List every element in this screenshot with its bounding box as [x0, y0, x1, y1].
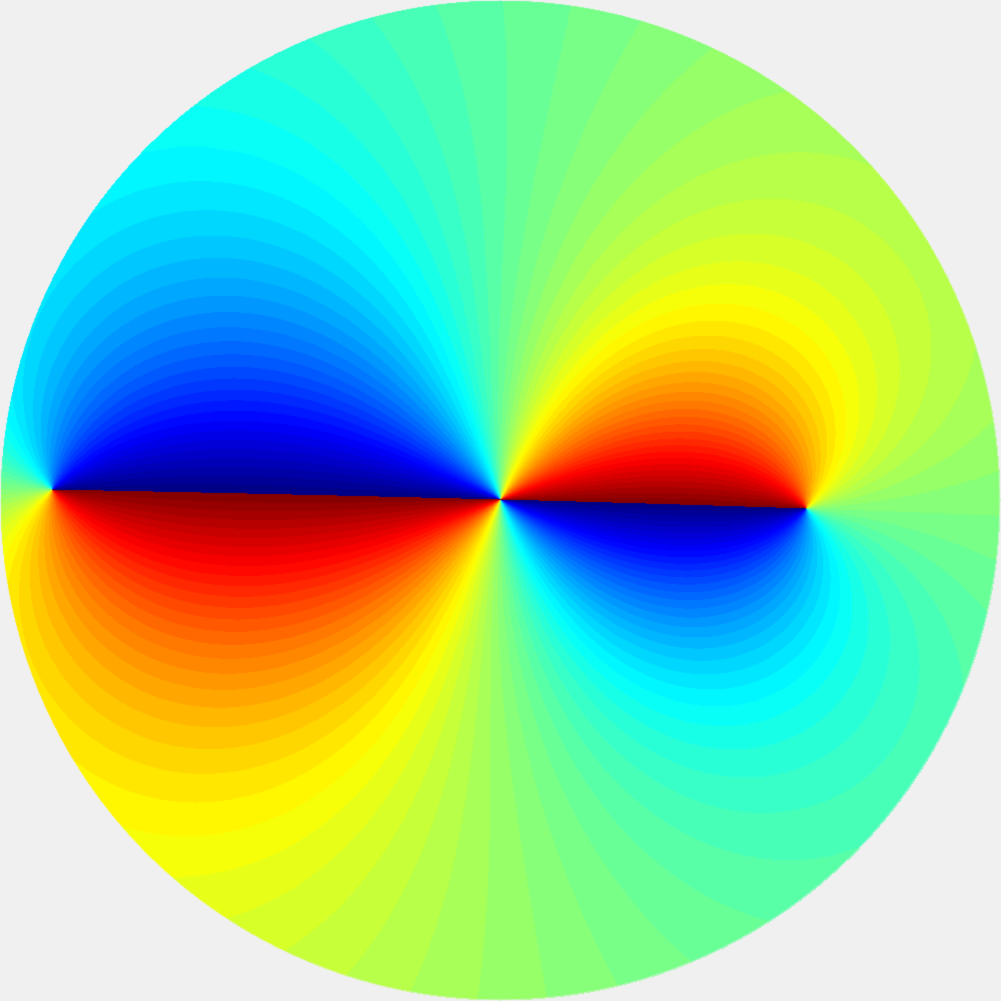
phase-field-disc [0, 0, 1001, 1001]
image-stage [0, 0, 1001, 1001]
